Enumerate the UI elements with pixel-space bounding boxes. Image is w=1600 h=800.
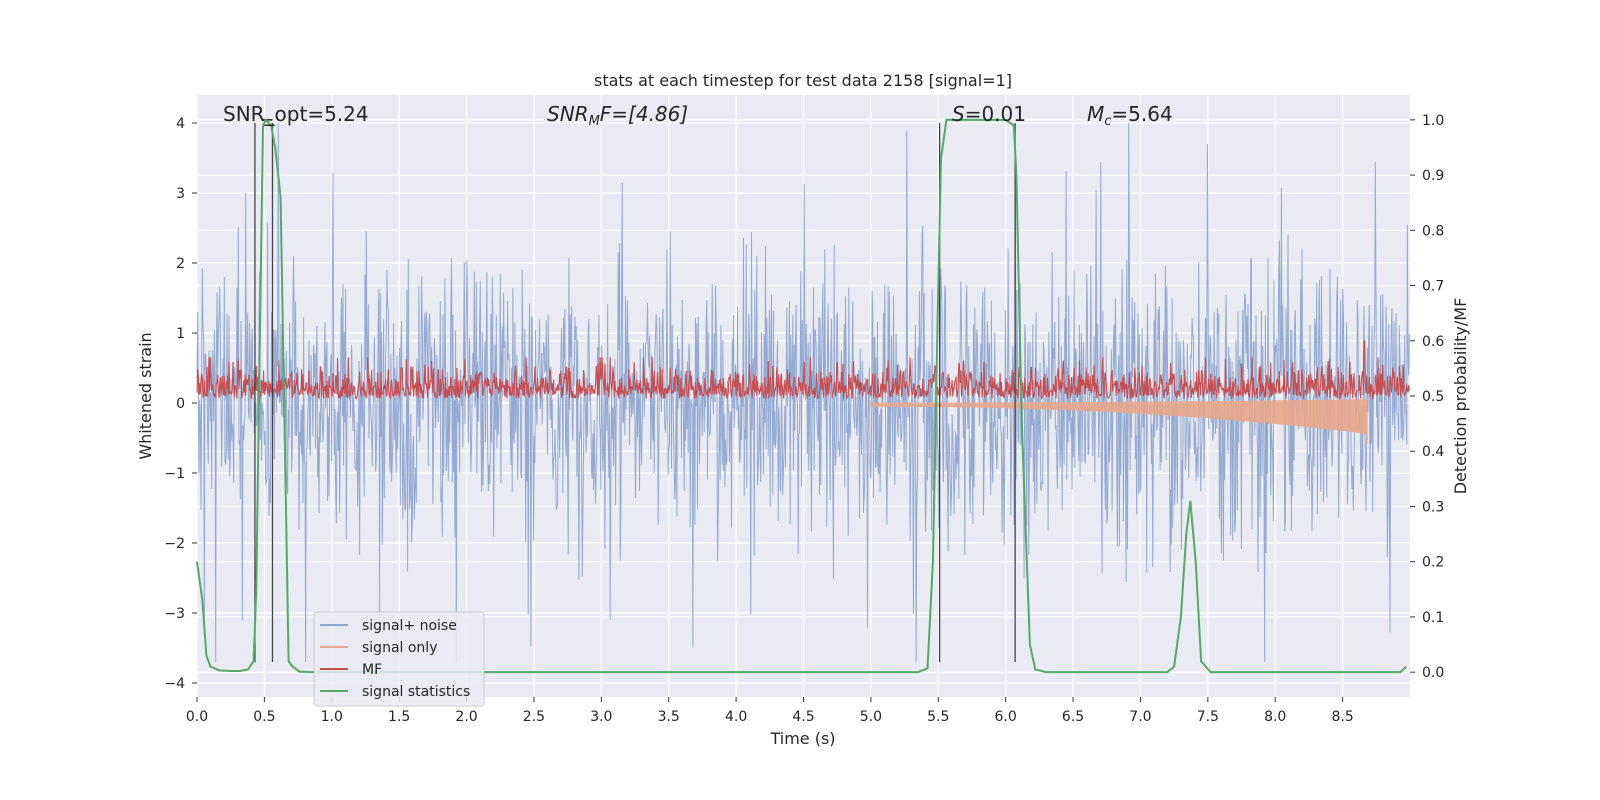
annotation-mc: Mc=5.64 [1087, 102, 1173, 129]
y-tick-label-right: 0.8 [1422, 223, 1444, 239]
annotation-snr-mf-prefix: SNR [547, 102, 589, 126]
legend-box [313, 611, 485, 707]
annotation-snr-mf: SNRMF=[4.86] [547, 102, 688, 129]
annotation-mc-label: M [1087, 102, 1104, 126]
y-tick-label-right: 0.4 [1422, 444, 1444, 460]
x-tick-label: 6.0 [995, 709, 1017, 725]
mf-line [196, 340, 1410, 401]
annotation-s-label: S [952, 102, 965, 126]
y-ticks-left: 4 3 2 1 0 −1 −2 −3 −4 [164, 116, 197, 692]
y-tick-label-right: 0.0 [1422, 665, 1444, 681]
y-axis-label-left: Whitened strain [136, 332, 155, 459]
x-tick-label: 7.0 [1129, 709, 1151, 725]
x-tick-label: 3.0 [590, 709, 612, 725]
legend-label-mf: MF [362, 662, 382, 678]
mf-series [196, 340, 1410, 401]
legend-label-signal-only: signal only [362, 640, 437, 656]
annotation-snr-mf-sub: M [589, 114, 600, 129]
y-axis-label-right: Detection probability/MF [1451, 298, 1470, 495]
y-tick-label-left: −4 [164, 676, 185, 692]
y-tick-label-right: 0.3 [1422, 499, 1444, 515]
y-tick-label-left: 0 [176, 396, 185, 412]
annotation-mc-value: =5.64 [1111, 102, 1172, 126]
y-tick-label-left: −3 [164, 606, 185, 622]
y-tick-label-left: 3 [176, 186, 185, 202]
x-tick-label: 2.0 [455, 709, 477, 725]
y-tick-label-right: 0.7 [1422, 279, 1444, 295]
annotation-snr-opt: SNR_opt=5.24 [223, 102, 369, 126]
x-tick-label: 8.0 [1264, 709, 1286, 725]
x-tick-label: 2.5 [523, 709, 545, 725]
y-tick-label-left: −2 [164, 536, 185, 552]
y-tick-label-right: 1.0 [1422, 113, 1444, 129]
legend-label-signal-statistics: signal statistics [362, 684, 470, 700]
x-tick-label: 7.5 [1197, 709, 1219, 725]
x-tick-label: 8.5 [1331, 709, 1353, 725]
x-ticks: 0.0 0.5 1.0 1.5 2.0 2.5 3.0 3.5 4.0 4.5 5.0 5.5 6.0 6… [186, 697, 1354, 725]
x-tick-label: 5.0 [860, 709, 882, 725]
y-ticks-right: 1.0 0.9 0.8 0.7 0.6 0.5 0.4 0.3 0.2 0.1 0.0 [1410, 113, 1444, 681]
legend: signal+ noise signal only MF signal stat… [313, 611, 485, 707]
x-tick-label: 4.0 [725, 709, 747, 725]
y-tick-label-left: 2 [176, 256, 185, 272]
signal-only-series [870, 399, 1368, 444]
annotation-snr-mf-suffix: F=[4.86] [600, 102, 688, 126]
x-tick-label: 0.0 [186, 709, 208, 725]
signal-only-line [870, 399, 1368, 434]
annotation-s: S=0.01 [952, 102, 1026, 126]
y-tick-label-right: 0.1 [1422, 610, 1444, 626]
x-tick-label: 6.5 [1062, 709, 1084, 725]
signal-statistics-series [196, 118, 1407, 674]
signal-statistics-line [196, 118, 1407, 674]
y-tick-label-left: 1 [176, 326, 185, 342]
y-tick-label-left: 4 [176, 116, 185, 132]
x-tick-label: 1.5 [388, 709, 410, 725]
x-axis-label: Time (s) [769, 729, 835, 748]
x-tick-label: 4.5 [792, 709, 814, 725]
annotation-mc-sub: c [1104, 114, 1111, 129]
annotation-s-value: =0.01 [965, 102, 1026, 126]
y-tick-label-right: 0.2 [1422, 555, 1444, 571]
x-tick-label: 3.5 [658, 709, 680, 725]
y-tick-label-right: 0.5 [1422, 389, 1444, 405]
y-tick-label-left: −1 [164, 466, 185, 482]
x-tick-label: 5.5 [927, 709, 949, 725]
y-tick-label-right: 0.9 [1422, 168, 1444, 184]
x-tick-label: 1.0 [321, 709, 343, 725]
chart-title: stats at each timestep for test data 215… [594, 71, 1012, 90]
x-tick-label: 0.5 [253, 709, 275, 725]
legend-label-signal-noise: signal+ noise [362, 618, 457, 634]
y-tick-label-right: 0.6 [1422, 334, 1444, 350]
